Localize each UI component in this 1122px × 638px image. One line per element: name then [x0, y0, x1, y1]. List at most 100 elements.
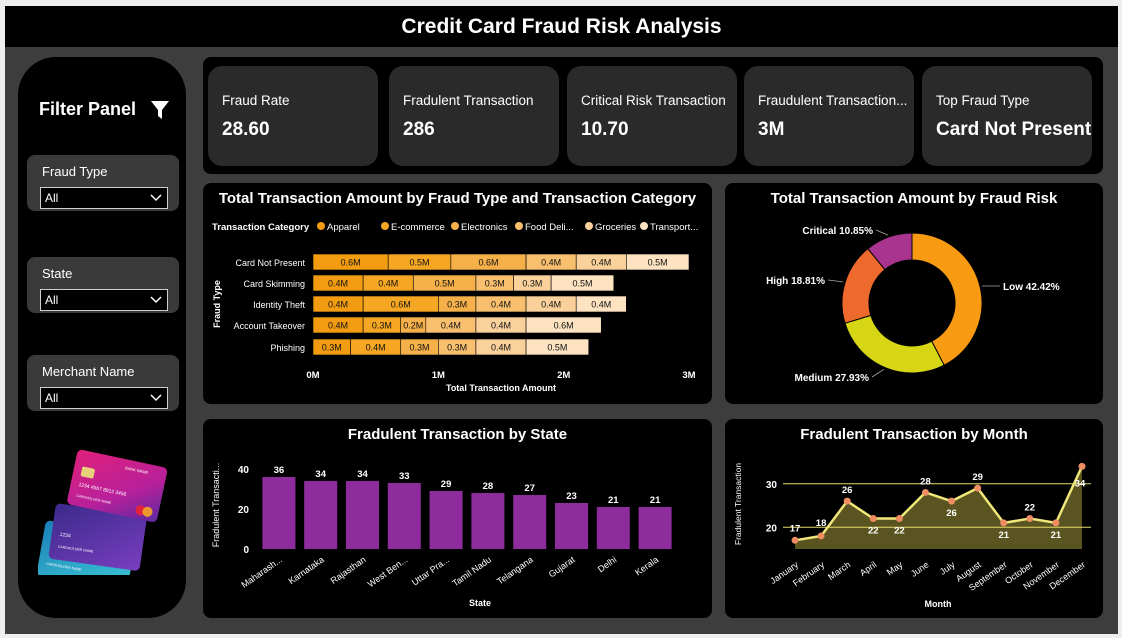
data-point [974, 484, 982, 492]
data-label: 0.4M [328, 321, 348, 331]
front-card-bank: BANK NAME [125, 465, 149, 475]
x-tick-label: Telangana [495, 554, 535, 586]
data-label: 0.3M [322, 343, 342, 353]
bar-segment [575, 295, 627, 313]
data-label: 29 [972, 472, 983, 483]
legend-marker [317, 222, 325, 230]
chevron-down-icon[interactable] [149, 190, 163, 204]
data-point [948, 497, 956, 505]
data-label: 28 [920, 476, 931, 487]
legend-marker [585, 222, 593, 230]
legend-marker [515, 222, 523, 230]
bar-segment [550, 274, 615, 292]
kpi-card-fraudulent-amount: Fraudulent Transaction... 3M [744, 66, 914, 166]
front-card-holder: CARDHOLDER NAME [76, 494, 112, 505]
x-tick-label: June [909, 559, 931, 578]
data-label: 0.3M [372, 321, 392, 331]
y-tick-label: 30 [766, 480, 778, 491]
data-label: 0.4M [491, 343, 511, 353]
data-label: 34 [357, 469, 368, 480]
kpi-label: Fradulent Transaction [403, 93, 534, 108]
x-tick-label: Kerala [633, 554, 660, 577]
chart-title: Total Transaction Amount by Fraud Type a… [218, 190, 697, 207]
donut-slice [911, 232, 983, 366]
kpi-value: 28.60 [222, 119, 270, 140]
state-bar-chart: 0 20 40 Fradulent Transacti... 36 Maharash...… [211, 463, 672, 608]
data-label: 0.4M [328, 300, 348, 310]
data-point [921, 488, 929, 496]
x-tick-label: 1M [432, 370, 445, 381]
data-label: 23 [566, 491, 577, 502]
data-label: 0.5M [648, 258, 668, 268]
state-chart-panel: Fradulent Transaction by State 0 20 40 Frad… [203, 419, 712, 618]
legend-label: Food Deli... [525, 222, 574, 233]
kpi-card-fraud-rate: Fraud Rate 28.60 [208, 66, 378, 166]
data-label: 0.3M [485, 279, 505, 289]
bar [596, 507, 630, 549]
kpi-row: Fraud Rate 28.60 Fradulent Transaction 2… [203, 57, 1103, 174]
slice-label: High 18.81% [766, 276, 825, 287]
data-label: 0.6M [554, 321, 574, 331]
data-label: 28 [483, 481, 494, 492]
bar [429, 491, 463, 549]
fraud-type-category-chart-panel: Total Transaction Amount by Fraud Type a… [203, 183, 712, 404]
data-point [843, 497, 851, 505]
kpi-card-fraudulent-transaction: Fradulent Transaction 286 [389, 66, 559, 166]
data-label: 0.6M [391, 300, 411, 310]
y-tick-label: 20 [238, 505, 250, 516]
bar [262, 477, 296, 549]
x-tick-label: Tamil Nadu [450, 554, 493, 588]
dashboard-title: Credit Card Fraud Risk Analysis [5, 6, 1118, 47]
x-tick-label: March [826, 559, 852, 582]
slice-label: Medium 27.93% [795, 373, 870, 384]
x-tick-label: 3M [682, 370, 695, 381]
data-label: 0.3M [522, 279, 542, 289]
fraud-type-dropdown-value: All [45, 191, 59, 205]
data-label: 0.4M [541, 258, 561, 268]
bar [346, 481, 379, 549]
bar [304, 481, 338, 549]
merchant-name-dropdown[interactable]: All [40, 387, 168, 409]
data-label: 22 [868, 526, 879, 537]
chevron-down-icon[interactable] [149, 390, 163, 404]
legend-marker [451, 222, 459, 230]
bar [638, 507, 672, 549]
data-label: 18 [816, 518, 827, 529]
series-line [794, 465, 1084, 542]
kpi-value: 10.70 [581, 119, 629, 140]
chevron-down-icon[interactable] [149, 292, 163, 306]
data-label: 36 [274, 465, 285, 476]
fraud-type-slicer: Fraud Type All [27, 155, 179, 211]
y-tick-label: Phishing [270, 343, 305, 353]
data-label: 0.6M [341, 258, 361, 268]
x-axis-label: Total Transaction Amount [446, 383, 556, 393]
data-label: 0.4M [491, 300, 511, 310]
fraud-type-dropdown[interactable]: All [40, 187, 168, 209]
stacked-bar-chart: Transaction Category Apparel E-commerce Ele… [212, 222, 698, 393]
data-label: 34 [315, 469, 326, 480]
data-label: 21 [650, 495, 661, 506]
data-point [1026, 515, 1034, 523]
legend-title: Transaction Category [212, 222, 310, 233]
state-dropdown-value: All [45, 293, 59, 307]
state-dropdown[interactable]: All [40, 289, 168, 311]
bar [513, 495, 547, 549]
kpi-label: Fraudulent Transaction... [758, 93, 908, 108]
leader-line [827, 279, 844, 283]
month-chart-panel: Fradulent Transaction by Month 20 30 Fradu… [725, 419, 1103, 618]
x-tick-label: Delhi [596, 554, 619, 574]
data-label: 0.4M [491, 321, 511, 331]
state-slicer-label: State [42, 266, 73, 281]
legend-marker [640, 222, 648, 230]
slice-label: Critical 10.85% [802, 226, 873, 237]
legend-label: E-commerce [391, 222, 445, 233]
y-axis-label: Fradulent Transacti... [211, 463, 221, 548]
x-tick-label: Rajasthan [329, 554, 368, 585]
legend-label: Transport... [650, 222, 698, 233]
x-tick-label: Gujarat [547, 554, 577, 579]
back-card-1-holder: CARDHOLDER NAME [58, 545, 94, 554]
filter-icon[interactable] [150, 100, 170, 120]
data-label: 0.5M [572, 279, 592, 289]
data-label: 0.3M [447, 343, 467, 353]
